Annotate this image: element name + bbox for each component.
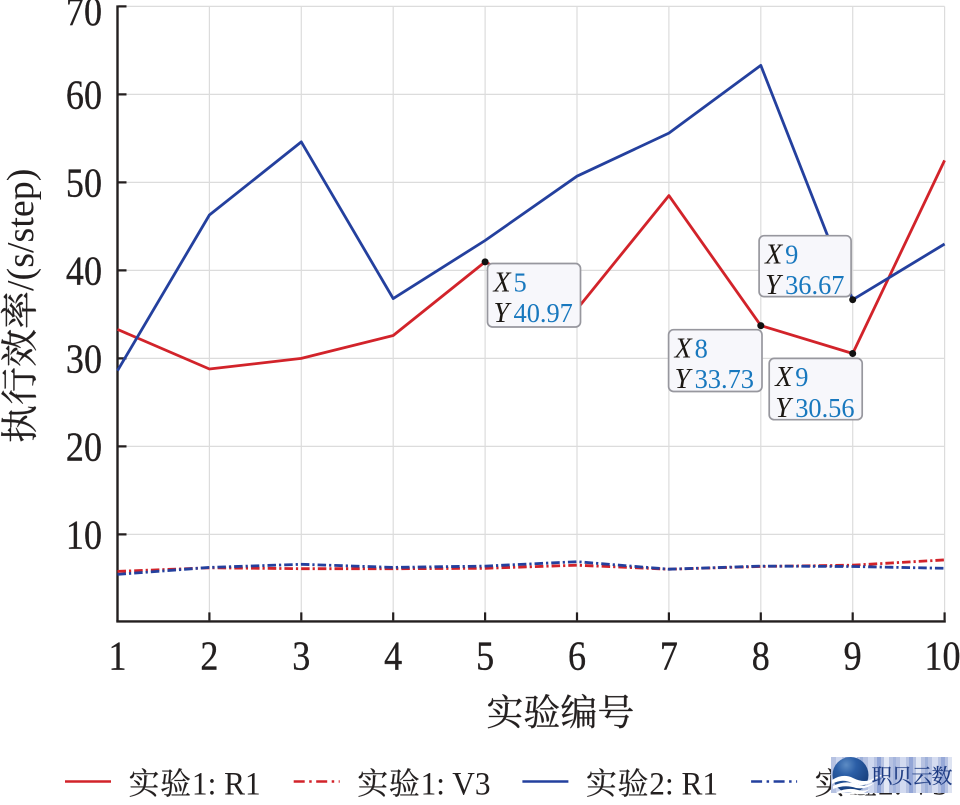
svg-text:9: 9	[795, 362, 808, 393]
svg-text:/(s/step): /(s/step)	[0, 169, 42, 291]
svg-text:9: 9	[785, 239, 798, 270]
svg-text:2: 2	[200, 635, 218, 680]
svg-text:30: 30	[66, 337, 102, 382]
svg-text:9: 9	[844, 635, 862, 680]
svg-text:40.97: 40.97	[514, 298, 573, 329]
svg-text:X: X	[493, 267, 512, 298]
svg-text:1: R1: 1: R1	[192, 765, 261, 800]
svg-text:Y: Y	[765, 270, 784, 301]
svg-text:8: 8	[695, 333, 708, 364]
svg-text:70: 70	[66, 0, 102, 35]
svg-text:10: 10	[924, 635, 960, 680]
svg-text:6: 6	[568, 635, 586, 680]
svg-text:1: V3: 1: V3	[421, 765, 491, 800]
svg-text:40: 40	[66, 249, 102, 294]
svg-text:X: X	[774, 362, 793, 393]
svg-text:33.73: 33.73	[695, 364, 754, 395]
svg-text:5: 5	[476, 635, 494, 680]
svg-text:Y: Y	[675, 364, 694, 395]
svg-text:30.56: 30.56	[795, 392, 854, 423]
svg-text:20: 20	[66, 425, 102, 470]
svg-text:8: 8	[752, 635, 770, 680]
svg-text:50: 50	[66, 161, 102, 206]
svg-text:Y: Y	[775, 393, 794, 424]
svg-text:3: 3	[292, 635, 310, 680]
svg-text:Y: Y	[494, 298, 513, 329]
svg-text:1: 1	[108, 635, 126, 680]
svg-text:7: 7	[660, 635, 678, 680]
svg-text:2: R1: 2: R1	[649, 765, 718, 800]
svg-text:36.67: 36.67	[785, 270, 844, 301]
svg-text:X: X	[764, 240, 783, 271]
svg-text:X: X	[674, 334, 693, 365]
svg-text:60: 60	[66, 73, 102, 118]
svg-text:4: 4	[384, 635, 402, 680]
svg-text:10: 10	[66, 513, 102, 558]
svg-text:5: 5	[514, 267, 527, 298]
